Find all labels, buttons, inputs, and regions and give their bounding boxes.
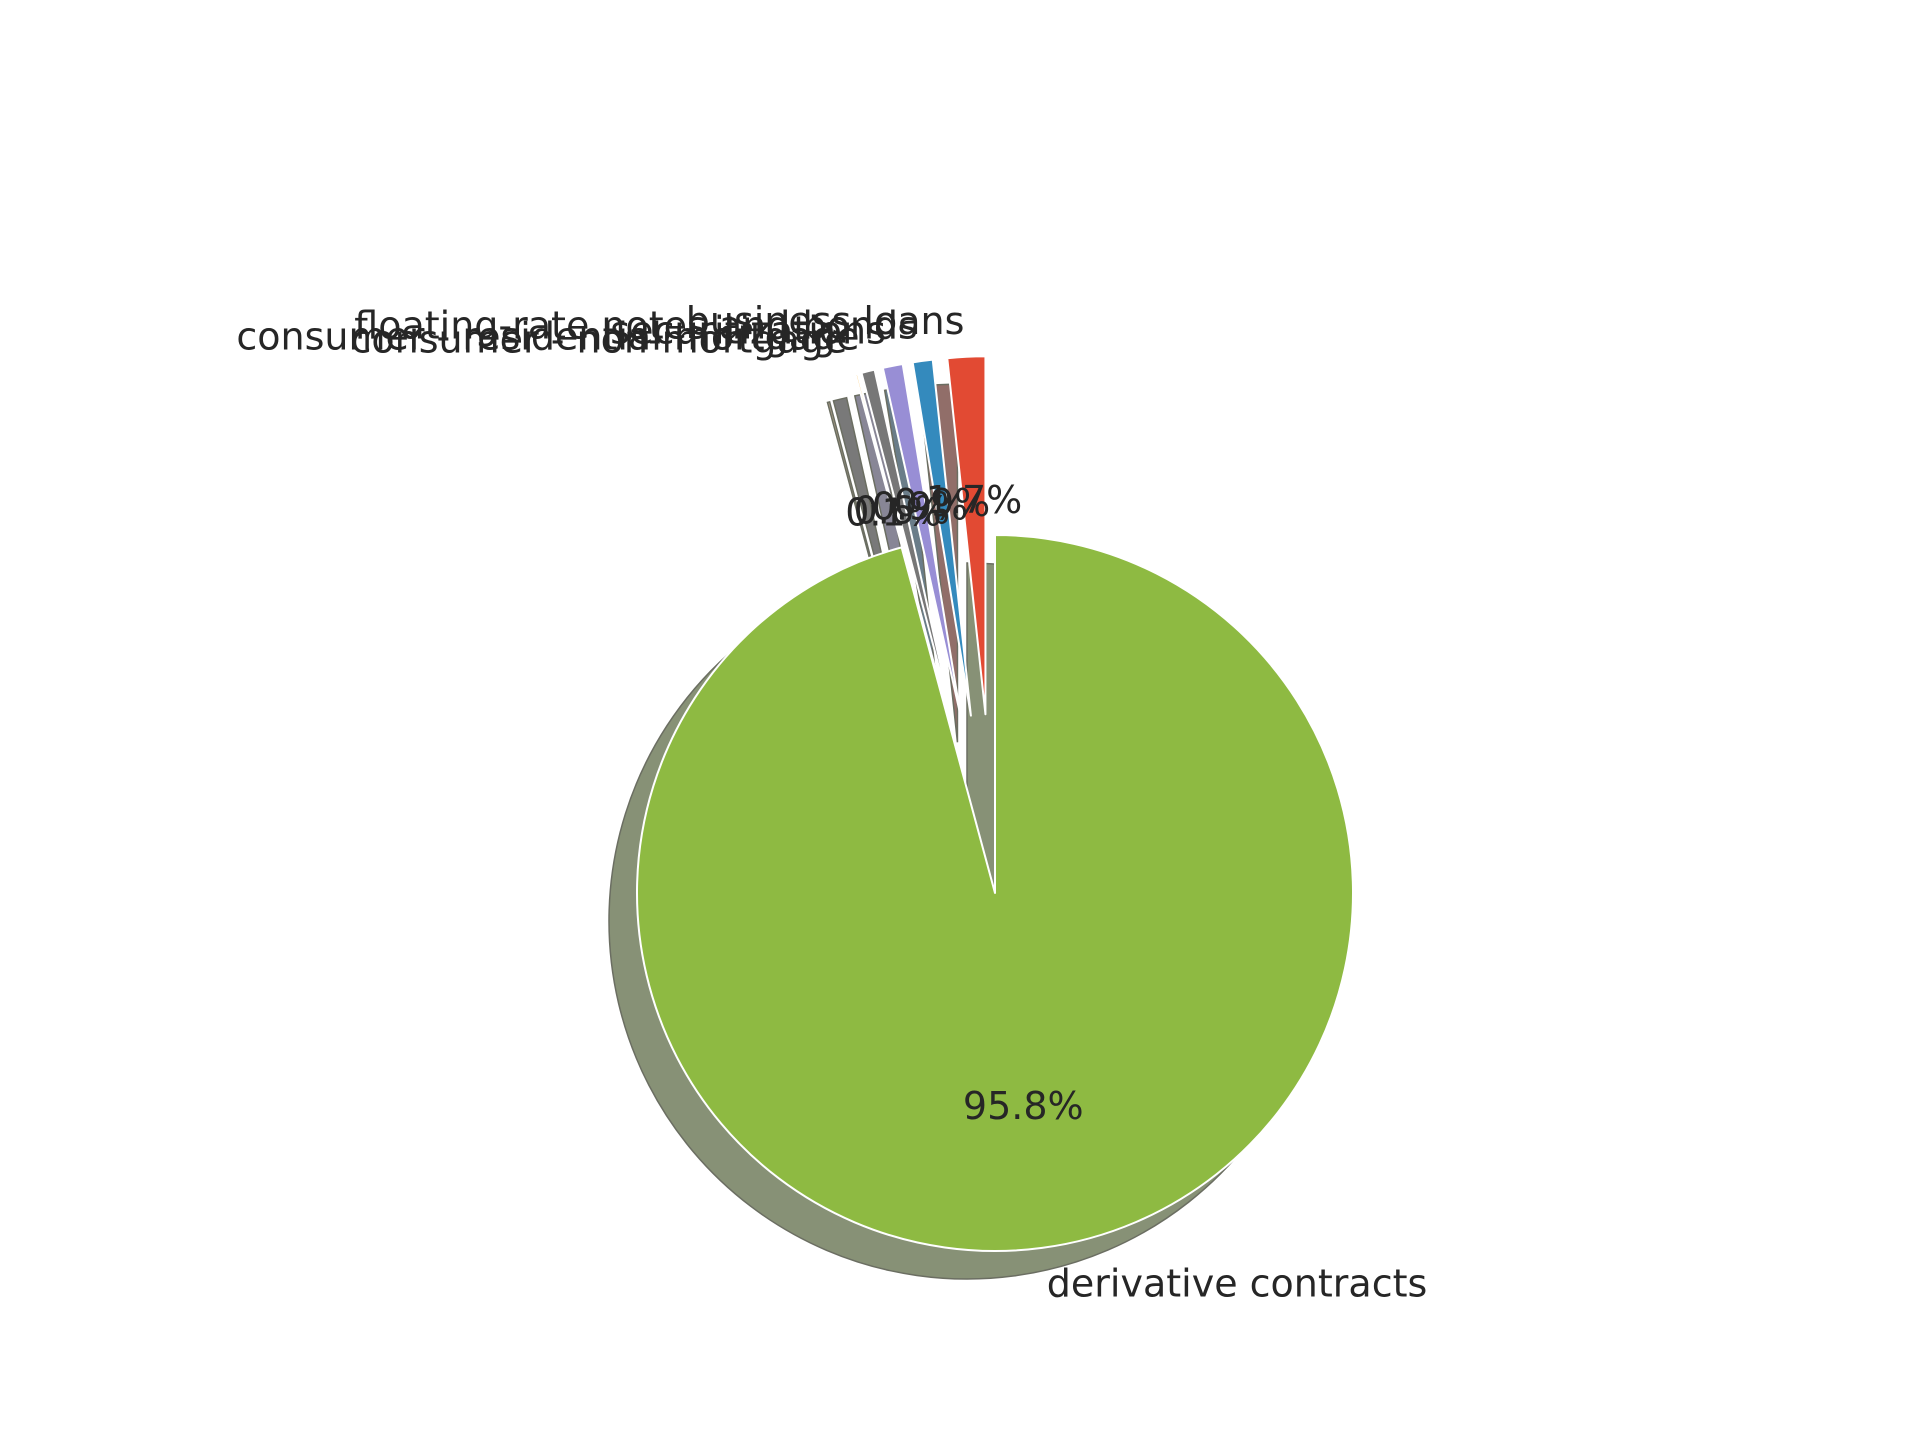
pie-slice-consumer-residential-mortgage [860,368,954,721]
label-layer: business loans 1.7% floating-rate notes an… [236,299,1427,1305]
pie-slice-business-loans [946,355,987,716]
slice-label: derivative contracts [1047,1261,1427,1305]
slice-layer [636,355,1354,1252]
slice-pct-label: 1.7% [926,478,1023,522]
slice-label: consumer - residential mortgage [236,314,859,358]
pie-slice-derivative-contracts [636,534,1354,1252]
pie-slice-floating-rate-notes-and-bonds [911,358,972,717]
slice-label: business loans [686,299,965,343]
pie-slice-securitizations [881,363,962,719]
slice-pct-label: 0.6% [854,488,951,532]
slice-pct-label: 0.9% [894,481,991,525]
slice-pct-label: 0.1% [845,491,942,535]
slice-label: securitizations [610,309,886,353]
slice-label: consumer - non-mortgage [350,318,847,362]
slice-pct-label: 95.8% [963,1084,1084,1128]
slice-label: floating-rate notes and bonds [354,303,918,347]
slice-pct-label: 0.9% [872,484,969,528]
